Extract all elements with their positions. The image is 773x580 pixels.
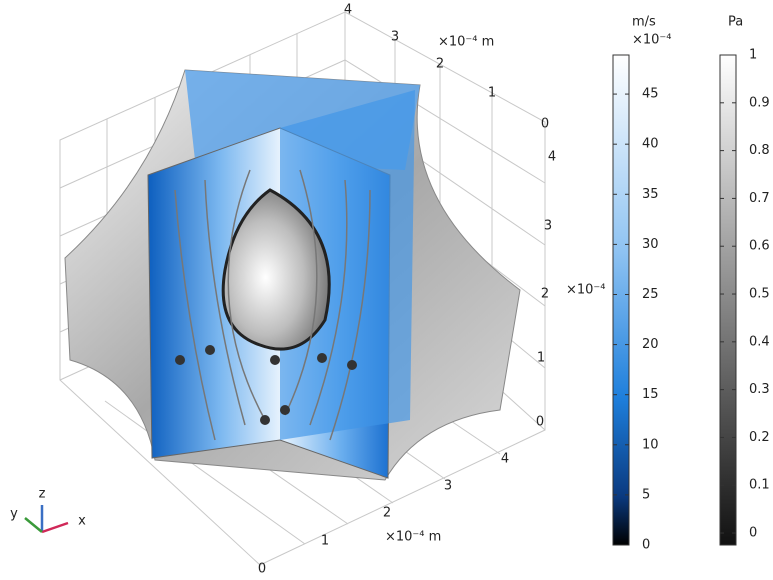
colorbar-velocity bbox=[612, 54, 630, 546]
colorbar-tick-label: 25 bbox=[642, 287, 659, 302]
colorbar-tick-label: 20 bbox=[642, 337, 659, 352]
colorbar-tick-label: 0 bbox=[642, 538, 650, 553]
bottom-axis-tick-label: 2 bbox=[383, 506, 391, 521]
triad-y: y bbox=[10, 507, 18, 522]
top-axis-unit: ×10⁻⁴ m bbox=[438, 35, 494, 50]
colorbar-tick-label: 0.9 bbox=[749, 95, 770, 110]
colorbar-tick-label: 5 bbox=[642, 487, 650, 502]
colorbar-tick-label: 0.2 bbox=[749, 430, 770, 445]
colorbar-unit: Pa bbox=[728, 15, 743, 30]
right-axis-tick-label: 1 bbox=[537, 351, 545, 366]
right-axis-tick-label: 2 bbox=[541, 287, 549, 302]
colorbar-tick-label: 40 bbox=[642, 137, 659, 152]
bottom-axis-tick-label: 1 bbox=[321, 534, 329, 549]
colorbar-tick-label: 0.4 bbox=[749, 334, 770, 349]
top-axis-tick-label: 2 bbox=[436, 57, 444, 72]
bottom-axis-tick-label: 0 bbox=[258, 562, 266, 577]
colorbar-multiplier: ×10⁻⁴ bbox=[632, 33, 672, 48]
colorbar-tick-label: 30 bbox=[642, 237, 659, 252]
triad-z: z bbox=[39, 487, 46, 502]
colorbar-unit: m/s bbox=[632, 15, 656, 30]
colorbar-tick-label: 10 bbox=[642, 437, 659, 452]
top-axis-tick-label: 1 bbox=[488, 86, 496, 101]
right-axis-tick-label: 3 bbox=[544, 219, 552, 234]
colorbar-tick-label: 35 bbox=[642, 187, 659, 202]
top-axis-tick-label: 3 bbox=[391, 30, 399, 45]
bottom-axis-tick-label: 3 bbox=[444, 479, 452, 494]
top-axis-tick-label: 0 bbox=[541, 117, 549, 132]
colorbar-tick-label: 0.1 bbox=[749, 478, 770, 493]
right-axis-tick-label: 0 bbox=[536, 415, 544, 430]
colorbar-tick-label: 0 bbox=[749, 526, 757, 541]
scene-3d bbox=[59, 11, 546, 566]
triad-x: x bbox=[78, 514, 86, 529]
bottom-axis-tick-label: 4 bbox=[501, 452, 509, 467]
colorbar-tick-label: 0.5 bbox=[749, 287, 770, 302]
colorbar-tick-label: 0.8 bbox=[749, 143, 770, 158]
colorbar-tick-label: 0.6 bbox=[749, 239, 770, 254]
colorbar-tick-label: 0.7 bbox=[749, 191, 770, 206]
colorbar-pressure bbox=[719, 54, 737, 546]
colorbar-tick-label: 15 bbox=[642, 387, 659, 402]
colorbar-tick-label: 45 bbox=[642, 87, 659, 102]
colorbar-tick-label: 1 bbox=[749, 48, 757, 63]
right-axis-tick-label: 4 bbox=[548, 150, 556, 165]
colorbar-tick-label: 0.3 bbox=[749, 382, 770, 397]
colorbar-side-multiplier: ×10⁻⁴ bbox=[566, 283, 606, 298]
top-axis-tick-label: 4 bbox=[344, 3, 352, 18]
bottom-axis-unit: ×10⁻⁴ m bbox=[385, 530, 441, 545]
triad: z x y bbox=[10, 487, 86, 534]
